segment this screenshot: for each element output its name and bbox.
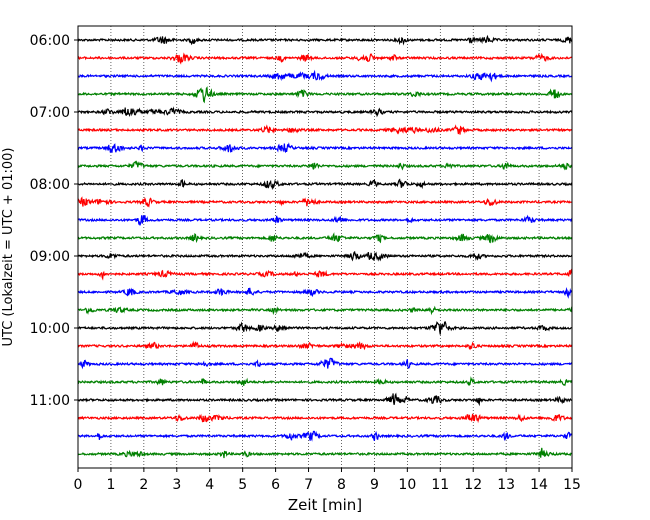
trace-1130 <box>77 430 573 442</box>
x-tick-label: 9 <box>370 477 379 493</box>
trace-0915 <box>77 268 573 281</box>
trace-0600 <box>77 34 573 46</box>
x-tick-label: 7 <box>304 477 313 493</box>
x-tick-label: 8 <box>337 477 346 493</box>
x-axis-ticks: 0 1 2 3 4 5 6 7 8 9 10 11 12 13 14 15 <box>74 468 581 493</box>
trace-0830 <box>77 214 573 226</box>
trace-1115 <box>77 413 573 424</box>
trace-0900 <box>77 250 573 262</box>
x-tick-label: 10 <box>398 477 416 493</box>
trace-1045 <box>77 376 573 387</box>
trace-1145 <box>77 447 573 459</box>
x-tick-label: 3 <box>172 477 181 493</box>
trace-0745 <box>77 160 573 171</box>
trace-0615 <box>77 52 573 65</box>
x-tick-label: 11 <box>431 477 449 493</box>
x-tick-label: 14 <box>530 477 548 493</box>
trace-0845 <box>77 232 573 244</box>
x-tick-label: 1 <box>106 477 115 493</box>
trace-0700 <box>77 106 573 118</box>
x-tick-label: 13 <box>497 477 515 493</box>
trace-0630 <box>77 69 573 83</box>
trace-1015 <box>77 340 573 351</box>
x-tick-label: 5 <box>238 477 247 493</box>
trace-0715 <box>77 124 573 135</box>
y-tick-label: 09:00 <box>30 249 70 265</box>
trace-0800 <box>77 178 573 191</box>
trace-0945 <box>77 305 573 316</box>
x-axis-label: Zeit [min] <box>288 496 362 514</box>
trace-0730 <box>77 142 573 154</box>
y-tick-label: 08:00 <box>30 177 70 193</box>
grid-lines <box>110 26 540 468</box>
trace-0815 <box>77 196 573 208</box>
seismic-traces <box>77 34 573 459</box>
y-tick-label: 06:00 <box>30 33 70 49</box>
trace-0645 <box>77 86 573 104</box>
y-tick-label: 07:00 <box>30 105 70 121</box>
x-tick-label: 15 <box>563 477 581 493</box>
y-axis-label: UTC (Lokalzeit = UTC + 01:00) <box>1 148 16 347</box>
x-tick-label: 4 <box>205 477 214 493</box>
trace-0930 <box>77 286 573 299</box>
y-tick-label: 11:00 <box>30 393 70 409</box>
trace-1100 <box>77 392 573 407</box>
y-axis-ticks: 06:00 07:00 08:00 09:00 10:00 11:00 <box>30 33 78 409</box>
y-tick-label: 10:00 <box>30 321 70 337</box>
x-tick-label: 2 <box>139 477 148 493</box>
x-tick-label: 0 <box>74 477 83 493</box>
x-tick-label: 6 <box>271 477 280 493</box>
trace-1030 <box>77 357 573 370</box>
trace-1000 <box>77 321 573 335</box>
x-tick-label: 12 <box>464 477 482 493</box>
plot-frame <box>77 25 573 469</box>
